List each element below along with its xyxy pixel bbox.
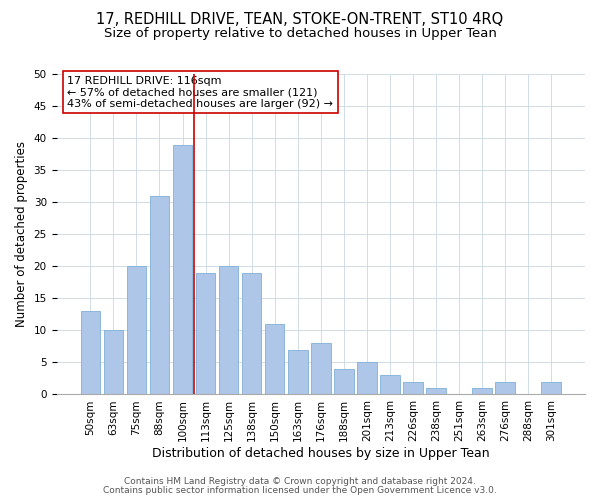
Text: Size of property relative to detached houses in Upper Tean: Size of property relative to detached ho… (104, 28, 496, 40)
Bar (334, 369, 353, 394)
Text: Contains HM Land Registry data © Crown copyright and database right 2024.: Contains HM Land Registry data © Crown c… (124, 478, 476, 486)
Y-axis label: Number of detached properties: Number of detached properties (15, 141, 28, 327)
Bar (149, 196, 169, 394)
Bar (311, 343, 331, 394)
Bar (541, 382, 561, 394)
Bar (80, 311, 100, 394)
Bar (196, 272, 215, 394)
Bar (219, 266, 238, 394)
X-axis label: Distribution of detached houses by size in Upper Tean: Distribution of detached houses by size … (152, 447, 490, 460)
Bar (357, 362, 377, 394)
Bar (265, 324, 284, 394)
Bar (173, 144, 193, 394)
Bar (127, 266, 146, 394)
Text: 17 REDHILL DRIVE: 116sqm
← 57% of detached houses are smaller (121)
43% of semi-: 17 REDHILL DRIVE: 116sqm ← 57% of detach… (67, 76, 333, 109)
Bar (104, 330, 123, 394)
Bar (496, 382, 515, 394)
Bar (472, 388, 492, 394)
Bar (380, 375, 400, 394)
Bar (403, 382, 423, 394)
Bar (288, 350, 308, 395)
Text: Contains public sector information licensed under the Open Government Licence v3: Contains public sector information licen… (103, 486, 497, 495)
Bar (426, 388, 446, 394)
Text: 17, REDHILL DRIVE, TEAN, STOKE-ON-TRENT, ST10 4RQ: 17, REDHILL DRIVE, TEAN, STOKE-ON-TRENT,… (97, 12, 503, 28)
Bar (242, 272, 262, 394)
